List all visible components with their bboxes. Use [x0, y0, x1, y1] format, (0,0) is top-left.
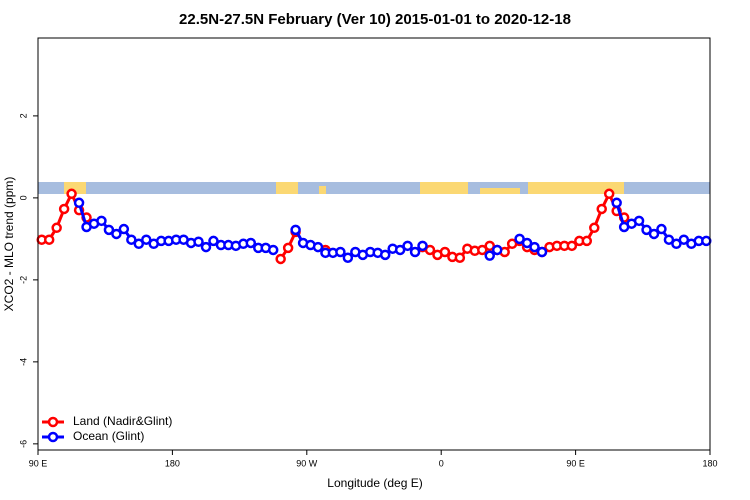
data-point [394, 244, 406, 256]
data-point [648, 228, 660, 240]
data-point [521, 237, 533, 249]
data-point [439, 246, 451, 258]
y-tick-label: 0 [18, 195, 28, 200]
legend-marker [47, 416, 59, 428]
data-point [73, 197, 85, 209]
data-point [596, 203, 607, 215]
data-point [245, 237, 257, 249]
x-tick-label: 90 E [29, 458, 48, 468]
x-axis-label: Longitude (deg E) [327, 476, 422, 490]
data-point [335, 246, 346, 258]
data-point [43, 234, 55, 245]
data-point [484, 240, 495, 252]
data-point [603, 188, 615, 200]
data-point [342, 252, 354, 263]
x-tick-label: 90 E [566, 458, 585, 468]
data-point [641, 224, 652, 236]
data-point [58, 203, 70, 215]
data-point [96, 215, 107, 227]
data-point [267, 244, 279, 256]
data-point [491, 244, 503, 256]
data-point [529, 241, 540, 253]
data-point [611, 197, 622, 209]
data-point [66, 188, 77, 200]
legend-marker [47, 431, 59, 443]
data-point [678, 234, 690, 245]
data-point [275, 253, 286, 265]
x-tick-label: 180 [702, 458, 717, 468]
chart-title: 22.5N-27.5N February (Ver 10) 2015-01-01… [179, 11, 571, 28]
data-point [566, 240, 578, 252]
data-point [193, 236, 204, 247]
data-point [454, 252, 466, 263]
legend-label: Ocean (Glint) [73, 429, 144, 443]
data-point [379, 249, 391, 261]
data-point [656, 223, 667, 235]
data-point [111, 228, 122, 240]
y-tick-label: -6 [18, 440, 28, 448]
data-point [701, 235, 712, 247]
data-point [484, 250, 495, 261]
data-point [409, 246, 421, 258]
data-point [200, 241, 212, 253]
data-point [208, 235, 219, 247]
data-point [581, 235, 593, 247]
map-strip [38, 182, 710, 194]
data-point [589, 222, 600, 234]
data-point [663, 234, 675, 245]
legend-label: Land (Nadir&Glint) [73, 414, 172, 428]
plot-frame [37, 37, 711, 451]
y-axis-label: XCO2 - MLO trend (ppm) [2, 177, 16, 312]
data-point [141, 234, 152, 245]
data-point [514, 233, 525, 245]
y-tick-label: -2 [18, 276, 28, 284]
data-point [633, 215, 645, 227]
x-tick-label: 0 [439, 458, 444, 468]
data-point [536, 246, 548, 258]
data-point [402, 240, 413, 252]
data-point [282, 242, 294, 254]
x-tick-label: 180 [165, 458, 180, 468]
y-tick-label: 2 [18, 113, 28, 118]
data-point [671, 238, 682, 250]
y-tick-label: -4 [18, 358, 28, 366]
data-point [133, 238, 145, 250]
data-point [290, 224, 301, 236]
data-point [312, 241, 324, 253]
data-point [424, 244, 436, 256]
data-point [126, 234, 137, 245]
data-point [51, 222, 62, 234]
data-point [417, 240, 428, 252]
data-point [118, 223, 130, 235]
data-point [103, 224, 115, 236]
data-point [477, 244, 488, 256]
x-tick-label: 90 W [296, 458, 318, 468]
